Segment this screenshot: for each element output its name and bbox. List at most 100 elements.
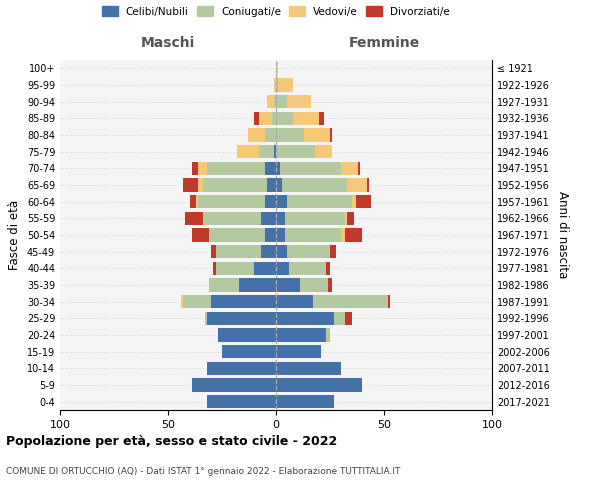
Bar [347, 212, 354, 225]
Bar [276, 78, 278, 92]
Bar [203, 212, 261, 225]
Bar [276, 128, 304, 141]
Y-axis label: Anni di nascita: Anni di nascita [556, 192, 569, 278]
Bar [192, 378, 276, 392]
Bar [215, 245, 261, 258]
Bar [276, 162, 280, 175]
Bar [205, 312, 207, 325]
Bar [304, 128, 330, 141]
Bar [300, 278, 328, 291]
Bar [254, 112, 259, 125]
Bar [287, 95, 311, 108]
Bar [276, 228, 284, 241]
Bar [274, 145, 276, 158]
Bar [265, 195, 276, 208]
Bar [259, 112, 272, 125]
Bar [356, 195, 371, 208]
Bar [190, 195, 196, 208]
Bar [222, 345, 276, 358]
Bar [287, 245, 330, 258]
Bar [276, 245, 287, 258]
Bar [276, 345, 322, 358]
Bar [276, 312, 334, 325]
Bar [283, 178, 347, 192]
Bar [215, 262, 254, 275]
Bar [265, 228, 276, 241]
Bar [334, 312, 345, 325]
Bar [192, 162, 198, 175]
Bar [185, 212, 203, 225]
Bar [276, 328, 326, 342]
Bar [192, 228, 209, 241]
Bar [313, 295, 388, 308]
Text: COMUNE DI ORTUCCHIO (AQ) - Dati ISTAT 1° gennaio 2022 - Elaborazione TUTTITALIA.: COMUNE DI ORTUCCHIO (AQ) - Dati ISTAT 1°… [6, 468, 400, 476]
Y-axis label: Fasce di età: Fasce di età [8, 200, 21, 270]
Bar [284, 228, 341, 241]
Bar [239, 278, 276, 291]
Bar [211, 295, 276, 308]
Bar [319, 112, 323, 125]
Bar [352, 195, 356, 208]
Bar [280, 162, 341, 175]
Bar [284, 212, 345, 225]
Bar [203, 178, 268, 192]
Bar [276, 212, 284, 225]
Bar [268, 178, 276, 192]
Bar [237, 145, 259, 158]
Bar [198, 178, 203, 192]
Bar [259, 145, 274, 158]
Bar [278, 78, 293, 92]
Bar [261, 212, 276, 225]
Bar [330, 245, 337, 258]
Bar [345, 212, 347, 225]
Bar [347, 178, 367, 192]
Bar [276, 295, 313, 308]
Bar [293, 112, 319, 125]
Bar [330, 128, 332, 141]
Bar [207, 395, 276, 408]
Bar [276, 145, 315, 158]
Bar [358, 162, 360, 175]
Bar [181, 295, 183, 308]
Bar [207, 312, 276, 325]
Bar [276, 262, 289, 275]
Text: Femmine: Femmine [349, 36, 419, 50]
Bar [218, 328, 276, 342]
Bar [367, 178, 369, 192]
Bar [209, 278, 239, 291]
Legend: Celibi/Nubili, Coniugati/e, Vedovi/e, Divorziati/e: Celibi/Nubili, Coniugati/e, Vedovi/e, Di… [99, 4, 453, 20]
Bar [265, 128, 276, 141]
Bar [265, 162, 276, 175]
Bar [198, 162, 207, 175]
Bar [211, 245, 215, 258]
Bar [341, 228, 345, 241]
Bar [276, 178, 283, 192]
Bar [214, 262, 215, 275]
Bar [289, 262, 326, 275]
Bar [207, 162, 265, 175]
Bar [261, 245, 276, 258]
Bar [268, 95, 274, 108]
Bar [315, 145, 332, 158]
Bar [209, 228, 265, 241]
Bar [248, 128, 265, 141]
Bar [276, 95, 287, 108]
Bar [254, 262, 276, 275]
Bar [276, 195, 287, 208]
Bar [345, 228, 362, 241]
Bar [207, 362, 276, 375]
Bar [341, 162, 358, 175]
Bar [345, 312, 352, 325]
Bar [183, 295, 211, 308]
Text: Popolazione per età, sesso e stato civile - 2022: Popolazione per età, sesso e stato civil… [6, 435, 337, 448]
Bar [388, 295, 391, 308]
Bar [274, 95, 276, 108]
Text: Maschi: Maschi [141, 36, 195, 50]
Bar [276, 62, 278, 75]
Bar [328, 278, 332, 291]
Bar [326, 328, 330, 342]
Bar [272, 112, 276, 125]
Bar [276, 378, 362, 392]
Bar [198, 195, 265, 208]
Bar [276, 278, 300, 291]
